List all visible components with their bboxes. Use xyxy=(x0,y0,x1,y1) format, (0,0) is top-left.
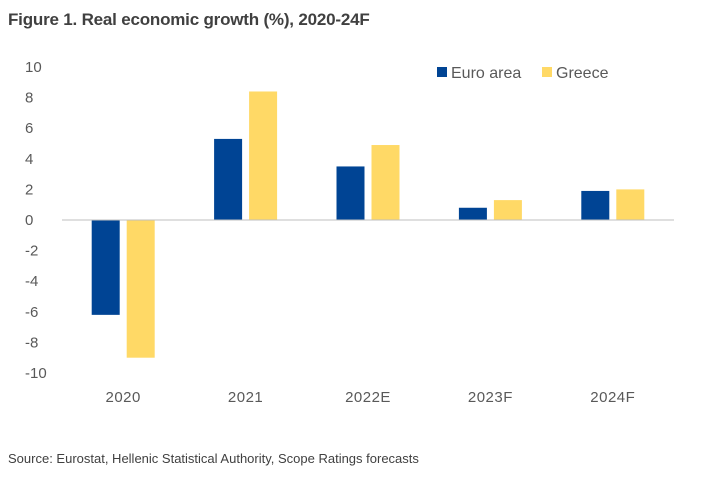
bars-group xyxy=(91,91,645,358)
bar-greece-2022e xyxy=(371,145,400,220)
legend: Euro area Greece xyxy=(437,65,609,82)
bar-euro-area-2021 xyxy=(214,138,243,220)
x-category-label: 2020 xyxy=(106,389,141,406)
bar-euro-area-2020 xyxy=(91,220,120,315)
x-category-label: 2024F xyxy=(590,389,635,406)
y-tick-label: -4 xyxy=(25,273,38,290)
x-category-label: 2022E xyxy=(345,389,391,406)
bar-greece-2020 xyxy=(126,220,155,358)
y-tick-label: 2 xyxy=(25,181,33,198)
y-tick-label: 10 xyxy=(25,59,42,76)
x-axis-categories: 2020 2021 2022E 2023F 2024F xyxy=(106,389,635,406)
y-tick-label: -10 xyxy=(25,365,47,382)
x-category-label: 2023F xyxy=(468,389,513,406)
y-tick-label: -8 xyxy=(25,334,38,351)
bar-greece-2021 xyxy=(249,91,278,220)
bar-euro-area-2023f xyxy=(458,207,487,220)
legend-swatch-euro-area xyxy=(437,67,447,77)
y-tick-label: 0 xyxy=(25,212,33,229)
bar-euro-area-2022e xyxy=(336,166,365,220)
y-tick-label: 8 xyxy=(25,90,33,107)
source-note: Source: Eurostat, Hellenic Statistical A… xyxy=(8,451,419,466)
y-tick-label: -2 xyxy=(25,243,38,260)
y-tick-label: 4 xyxy=(25,151,33,168)
legend-label-greece: Greece xyxy=(556,65,609,82)
bar-euro-area-2024f xyxy=(581,190,610,220)
y-tick-label: -6 xyxy=(25,304,38,321)
y-axis-ticks: 10 8 6 4 2 0 -2 -4 -6 -8 -10 xyxy=(25,59,47,382)
chart-title: Figure 1. Real economic growth (%), 2020… xyxy=(8,10,370,29)
bar-greece-2023f xyxy=(493,200,522,220)
legend-swatch-greece xyxy=(542,67,552,77)
y-tick-label: 6 xyxy=(25,120,33,137)
x-category-label: 2021 xyxy=(228,389,263,406)
bar-greece-2024f xyxy=(616,189,645,220)
legend-label-euro-area: Euro area xyxy=(451,65,521,82)
